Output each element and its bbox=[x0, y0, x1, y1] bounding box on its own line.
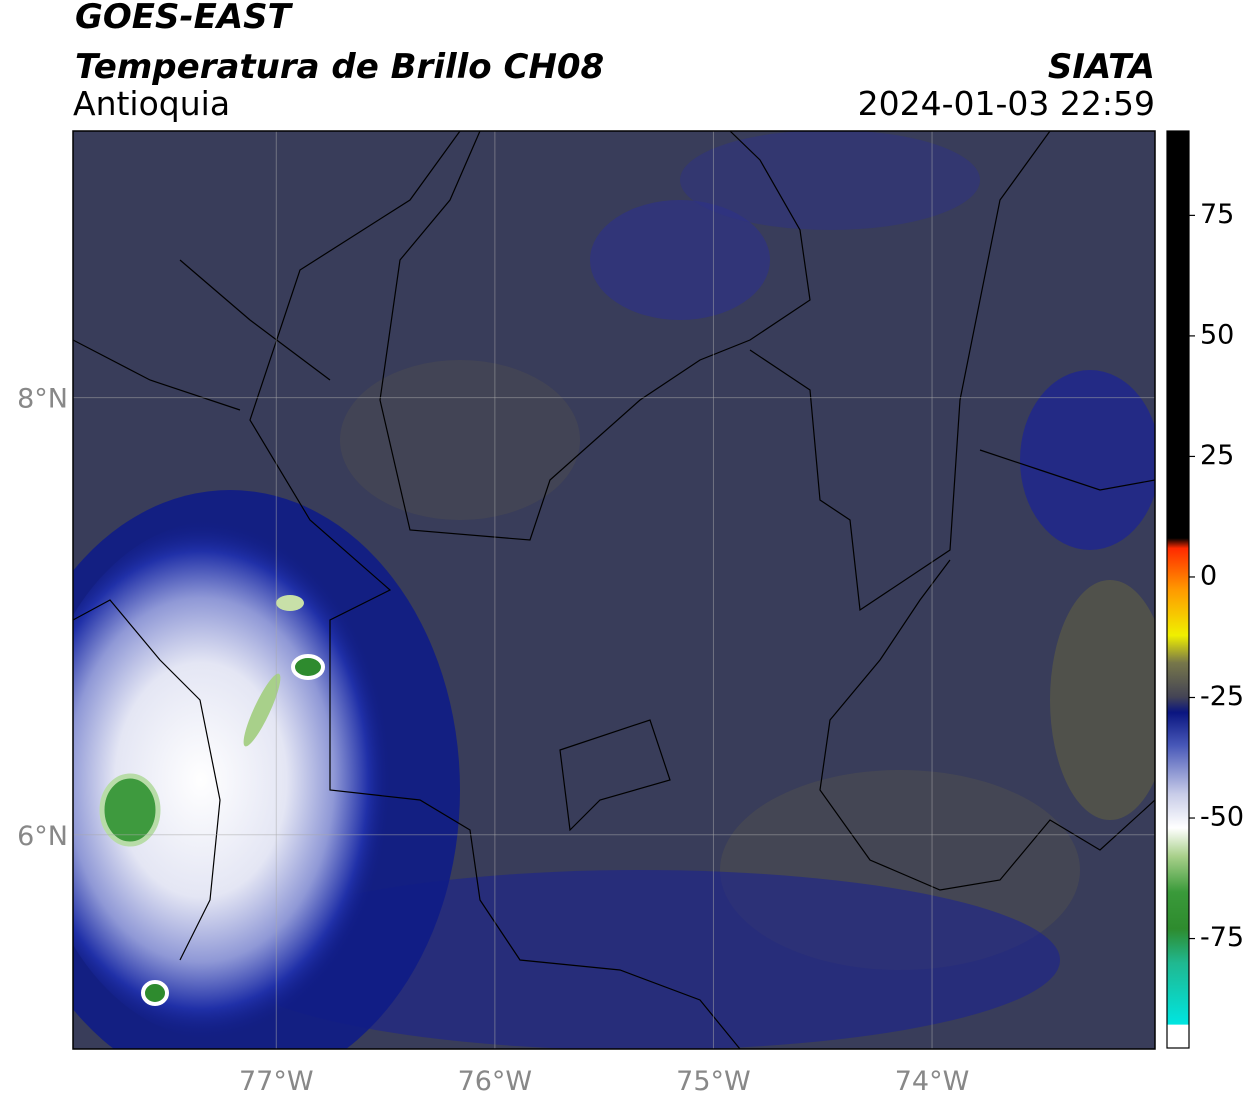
cold-top bbox=[276, 595, 304, 611]
border bbox=[979, 449, 1155, 491]
coast bbox=[73, 259, 331, 411]
cold-top bbox=[99, 773, 161, 847]
grid bbox=[73, 131, 1155, 1049]
border bbox=[819, 559, 1155, 891]
colorbar-tick-label: -25 bbox=[1200, 681, 1244, 712]
map-frame bbox=[72, 130, 1156, 1050]
source: SIATA bbox=[1048, 47, 1155, 87]
cold-top bbox=[243, 673, 281, 747]
coast bbox=[73, 599, 221, 961]
borders bbox=[73, 131, 1155, 1049]
map-image bbox=[73, 131, 1155, 1049]
x-tick-label: 76°W bbox=[458, 1066, 533, 1097]
y-tick-label: 6°N bbox=[17, 821, 68, 852]
cold-top bbox=[291, 654, 325, 680]
y-tick-label: 8°N bbox=[17, 384, 68, 415]
cloud-core bbox=[73, 520, 410, 1040]
border bbox=[249, 131, 741, 1049]
colorbar bbox=[1166, 130, 1190, 1049]
datetime: 2024-01-03 22:59 bbox=[858, 84, 1155, 123]
x-tick-label: 75°W bbox=[676, 1066, 751, 1097]
warm-patch bbox=[340, 360, 580, 520]
region: Antioquia bbox=[73, 84, 230, 123]
title: GOES-EAST bbox=[75, 0, 294, 37]
cloud-patch bbox=[1020, 370, 1155, 550]
border bbox=[559, 719, 671, 832]
cold-top bbox=[141, 980, 169, 1006]
border bbox=[749, 131, 1051, 612]
colorbar-tick-label: 75 bbox=[1200, 199, 1234, 230]
x-tick-label: 77°W bbox=[239, 1066, 314, 1097]
axes: 77°W 76°W 75°W 74°W 8°N 6°N 75 50 25 0 -25 -50 -75 bbox=[17, 199, 1244, 1097]
colorbar-tick-label: 0 bbox=[1200, 560, 1217, 591]
x-tick-label: 74°W bbox=[895, 1066, 970, 1097]
colorbar-tick-label: 50 bbox=[1200, 319, 1234, 350]
cloud-patch bbox=[680, 131, 980, 230]
warm-patch bbox=[1050, 580, 1155, 820]
colorbar-tick-label: -50 bbox=[1200, 802, 1244, 833]
colorbar-tick-label: 25 bbox=[1200, 440, 1234, 471]
cloud-patch bbox=[590, 200, 770, 320]
border bbox=[379, 131, 811, 541]
colorbar-tick-label: -75 bbox=[1200, 922, 1244, 953]
subtitle: Temperatura de Brillo CH08 bbox=[75, 47, 604, 87]
